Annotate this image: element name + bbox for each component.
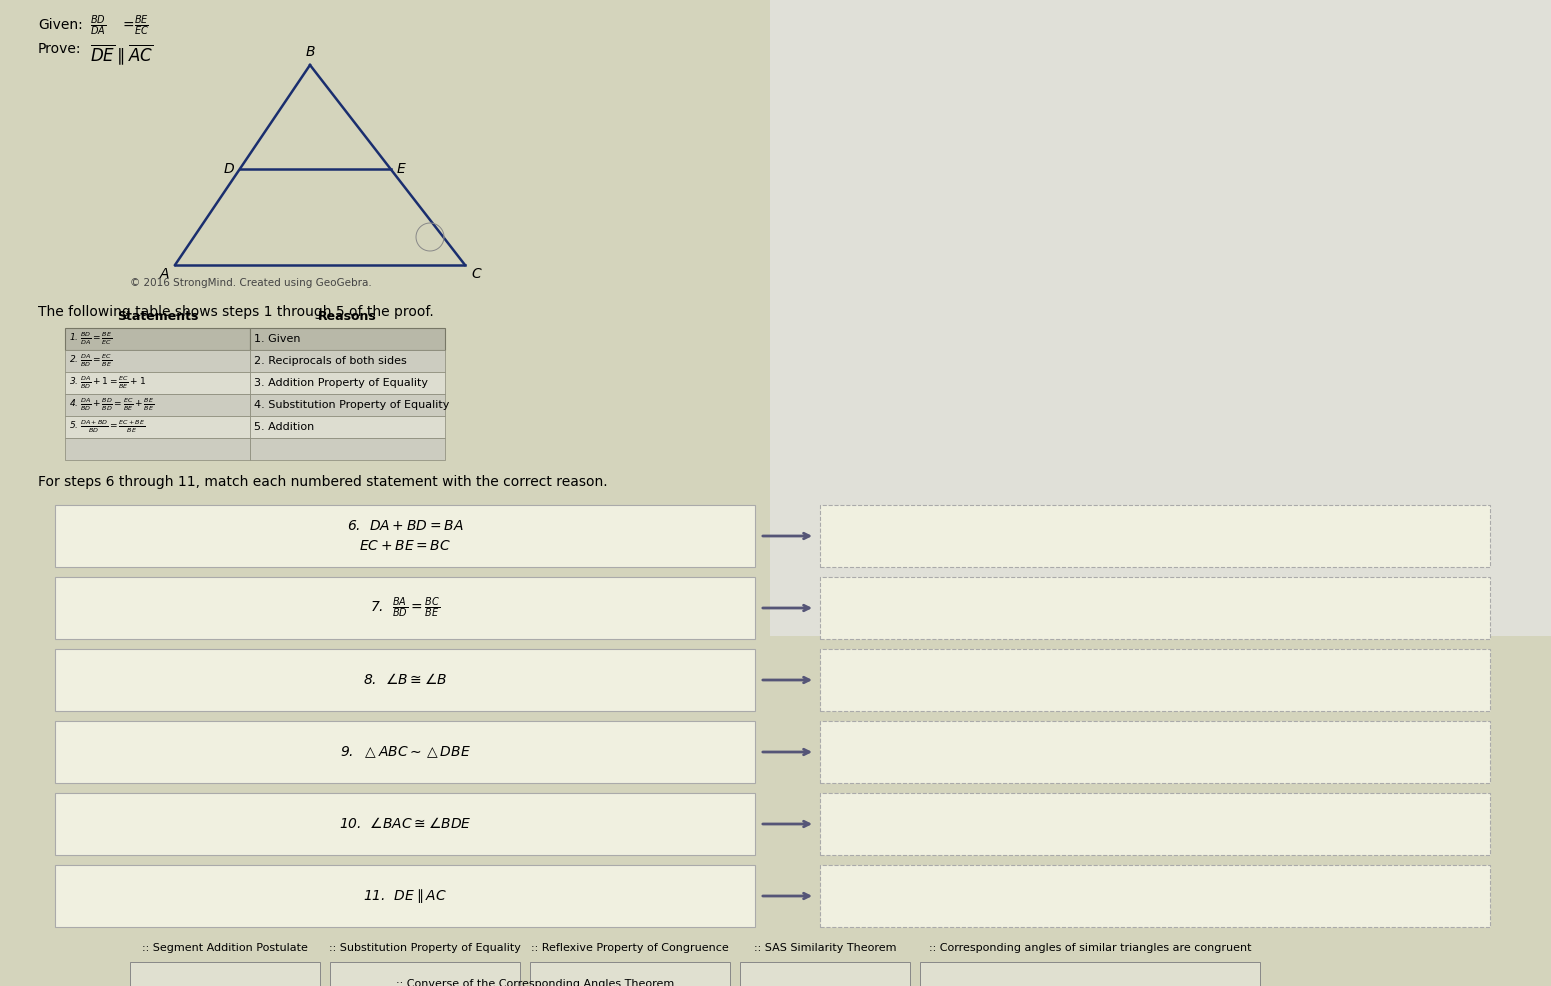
- Bar: [820, 721, 1491, 783]
- Text: 2. Reciprocals of both sides: 2. Reciprocals of both sides: [254, 356, 406, 366]
- Text: $\overline{DE} \parallel \overline{AC}$: $\overline{DE} \parallel \overline{AC}$: [90, 42, 154, 67]
- Bar: [820, 649, 1491, 711]
- Text: Given:: Given:: [39, 18, 82, 32]
- Bar: [65, 328, 250, 350]
- Bar: [65, 350, 250, 372]
- Bar: [250, 350, 445, 372]
- Bar: [65, 438, 250, 460]
- Bar: [820, 793, 1491, 855]
- Text: 5. $\frac{DA+BD}{BD} = \frac{EC+BE}{BE}$: 5. $\frac{DA+BD}{BD} = \frac{EC+BE}{BE}$: [68, 419, 146, 435]
- Text: $\frac{BE}{EC}$: $\frac{BE}{EC}$: [133, 14, 149, 38]
- Text: Prove:: Prove:: [39, 42, 82, 56]
- Text: B: B: [306, 45, 315, 59]
- Text: 5. Addition: 5. Addition: [254, 422, 315, 432]
- Text: 8.  $\angle B \cong \angle B$: 8. $\angle B \cong \angle B$: [363, 672, 447, 687]
- Text: 1. $\frac{BD}{DA} = \frac{BE}{EC}$: 1. $\frac{BD}{DA} = \frac{BE}{EC}$: [68, 330, 112, 347]
- Text: $\frac{BD}{DA}$: $\frac{BD}{DA}$: [90, 14, 105, 38]
- Text: The following table shows steps 1 through 5 of the proof.: The following table shows steps 1 throug…: [39, 305, 434, 319]
- Bar: [740, 962, 910, 986]
- Text: 11.  $DE \parallel AC$: 11. $DE \parallel AC$: [363, 887, 447, 905]
- Bar: [820, 577, 1491, 639]
- Text: 10.  $\angle BAC \cong \angle BDE$: 10. $\angle BAC \cong \angle BDE$: [338, 816, 472, 831]
- Text: :: SAS Similarity Theorem: :: SAS Similarity Theorem: [754, 943, 896, 953]
- Text: 4. $\frac{DA}{BD} + \frac{BD}{BD} = \frac{EC}{BE} + \frac{BE}{BE}$: 4. $\frac{DA}{BD} + \frac{BD}{BD} = \fra…: [68, 396, 154, 413]
- Bar: [54, 793, 755, 855]
- Bar: [820, 865, 1491, 927]
- Bar: [820, 505, 1491, 567]
- Bar: [250, 328, 445, 350]
- Text: :: Segment Addition Postulate: :: Segment Addition Postulate: [143, 943, 309, 953]
- Bar: [330, 962, 520, 986]
- Text: Statements: Statements: [116, 311, 199, 323]
- Bar: [250, 372, 445, 394]
- Bar: [530, 962, 731, 986]
- Text: © 2016 StrongMind. Created using GeoGebra.: © 2016 StrongMind. Created using GeoGebr…: [130, 278, 372, 288]
- Text: $=$: $=$: [119, 17, 135, 31]
- Bar: [250, 438, 445, 460]
- Text: :: Reflexive Property of Congruence: :: Reflexive Property of Congruence: [530, 943, 729, 953]
- Bar: [920, 962, 1259, 986]
- Bar: [54, 577, 755, 639]
- Text: D: D: [223, 162, 234, 176]
- Text: 7.  $\frac{BA}{BD} = \frac{BC}{BE}$: 7. $\frac{BA}{BD} = \frac{BC}{BE}$: [369, 596, 440, 620]
- Text: C: C: [472, 267, 481, 281]
- Bar: [130, 962, 320, 986]
- Bar: [65, 394, 250, 416]
- Text: 1. Given: 1. Given: [254, 334, 301, 344]
- Bar: [65, 416, 250, 438]
- Bar: [250, 416, 445, 438]
- Bar: [54, 865, 755, 927]
- Text: 3. $\frac{DA}{BD} + 1 = \frac{EC}{BE} + 1$: 3. $\frac{DA}{BD} + 1 = \frac{EC}{BE} + …: [68, 375, 146, 391]
- Bar: [54, 721, 755, 783]
- Text: :: Substitution Property of Equality: :: Substitution Property of Equality: [329, 943, 521, 953]
- Text: 9.  $\triangle ABC \sim \triangle DBE$: 9. $\triangle ABC \sim \triangle DBE$: [340, 744, 470, 760]
- Text: A: A: [160, 267, 169, 281]
- Text: For steps 6 through 11, match each numbered statement with the correct reason.: For steps 6 through 11, match each numbe…: [39, 475, 608, 489]
- Text: :: Corresponding angles of similar triangles are congruent: :: Corresponding angles of similar trian…: [929, 943, 1252, 953]
- Text: 4. Substitution Property of Equality: 4. Substitution Property of Equality: [254, 400, 450, 410]
- Text: 3. Addition Property of Equality: 3. Addition Property of Equality: [254, 378, 428, 388]
- Bar: [54, 649, 755, 711]
- Text: :: Converse of the Corresponding Angles Theorem: :: Converse of the Corresponding Angles …: [396, 979, 675, 986]
- Bar: [54, 505, 755, 567]
- Bar: [65, 372, 250, 394]
- Text: $EC + BE = BC$: $EC + BE = BC$: [358, 539, 451, 553]
- Bar: [769, 0, 1551, 636]
- Text: Reasons: Reasons: [318, 311, 377, 323]
- Text: 6.  $DA + BD = BA$: 6. $DA + BD = BA$: [347, 519, 464, 533]
- Text: 2. $\frac{DA}{BD} = \frac{EC}{BE}$: 2. $\frac{DA}{BD} = \frac{EC}{BE}$: [68, 353, 112, 370]
- Bar: [250, 394, 445, 416]
- Text: E: E: [397, 162, 405, 176]
